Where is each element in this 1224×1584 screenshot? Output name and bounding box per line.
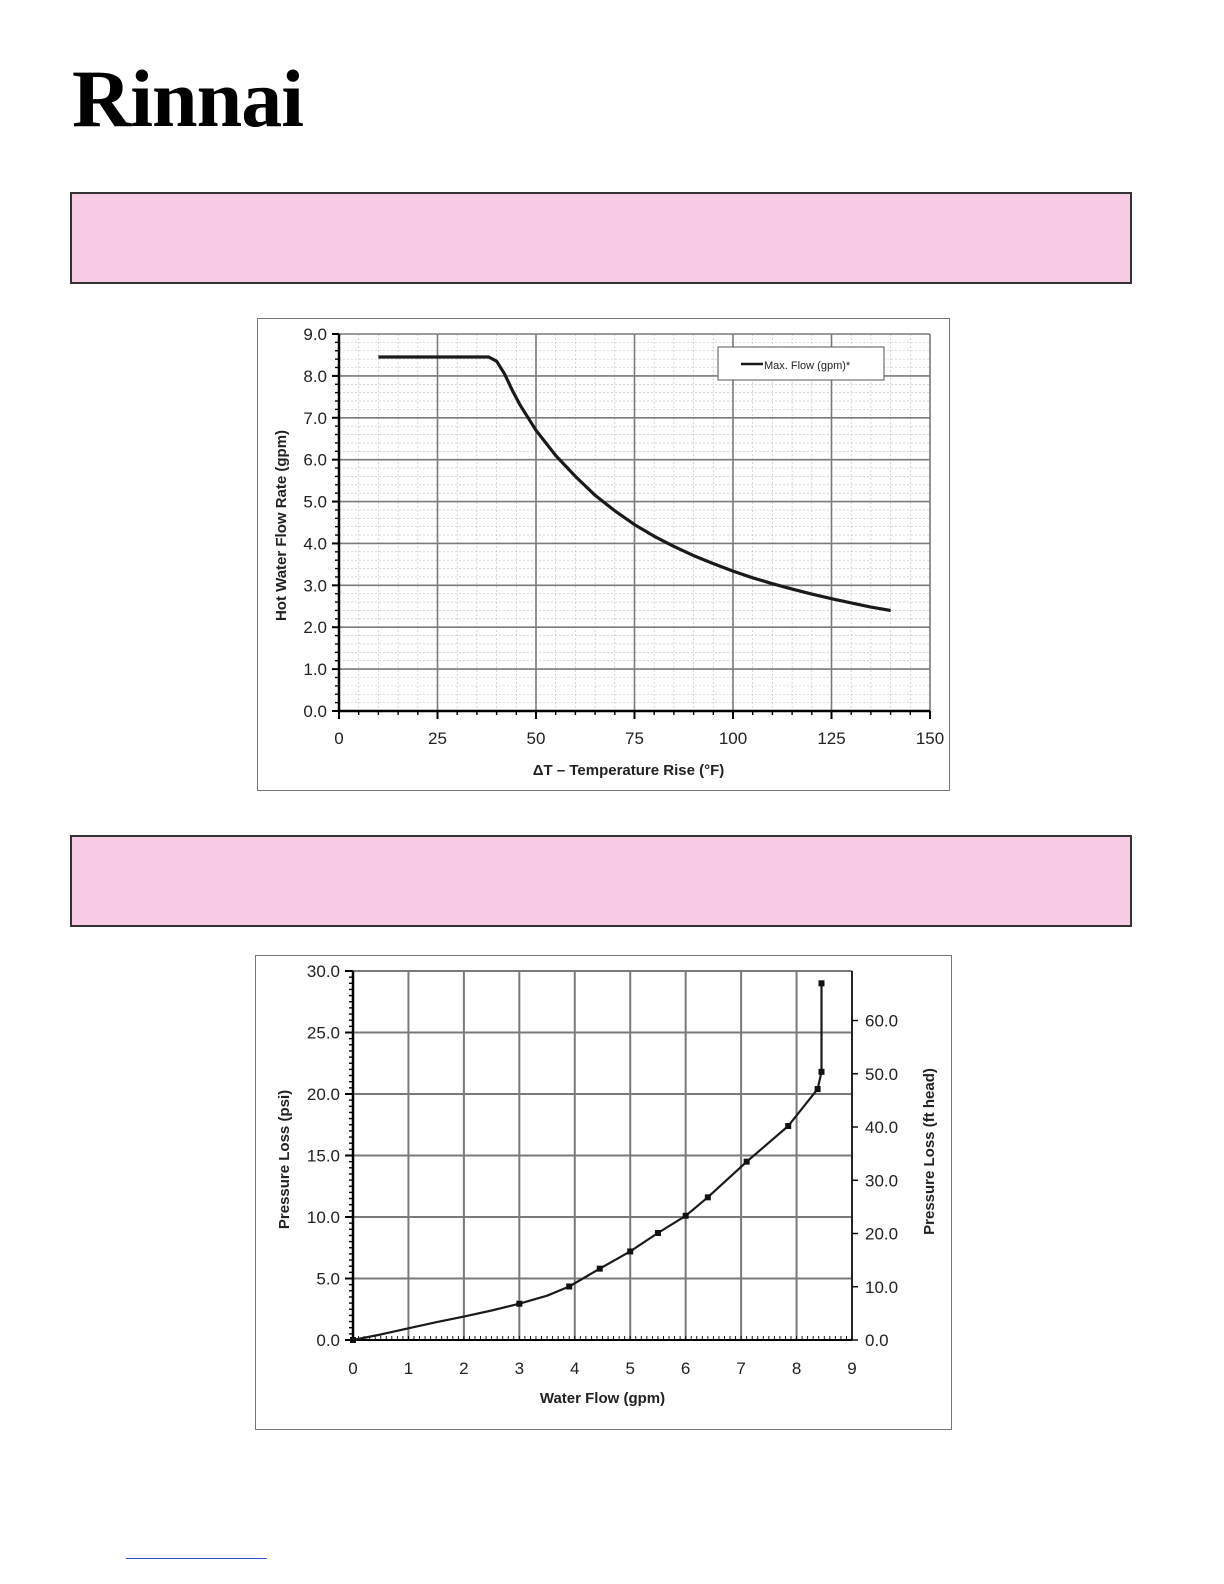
section-header-box-2 [70, 835, 1132, 927]
y-tick-label: 15.0 [307, 1147, 340, 1166]
series-line-max-flow [378, 355, 891, 613]
data-point-marker [818, 980, 825, 987]
series-line-pressure-loss [352, 983, 823, 1342]
y-tick-label: 9.0 [303, 325, 327, 344]
y-tick-label: 6.0 [303, 451, 327, 470]
y2-tick-label: 0.0 [865, 1331, 889, 1350]
data-point-marker [743, 1158, 750, 1165]
y-tick-label: 0.0 [316, 1331, 340, 1350]
data-point-marker [682, 1212, 689, 1219]
x-tick-label: 9 [847, 1359, 856, 1378]
pressure-loss-chart-frame: 0.0 5.0 10.0 15.0 20.0 25.0 30.0 0.0 10.0 20.0 30.… [255, 955, 952, 1430]
flow-rate-chart: 0.0 1.0 2.0 3.0 4.0 5.0 6.0 7.0 8.0 9.0 0 25 50 75 100… [273, 325, 944, 779]
x-tick-label: 75 [625, 729, 644, 748]
y2-tick-label: 40.0 [865, 1118, 898, 1137]
y-tick-label: 30.0 [307, 962, 340, 981]
y2-tick-label: 10.0 [865, 1278, 898, 1297]
y-tick-label: 10.0 [307, 1208, 340, 1227]
data-point-marker [627, 1248, 634, 1255]
x-tick-label: 3 [515, 1359, 524, 1378]
x-tick-label: 150 [916, 729, 944, 748]
data-point-marker [350, 1337, 356, 1343]
data-point-marker [814, 1086, 821, 1093]
data-point-marker [516, 1300, 523, 1307]
y2-axis-label: Pressure Loss (ft head) [921, 1068, 938, 1235]
x-axis-label: ΔT – Temperature Rise (°F) [533, 762, 725, 779]
y-tick-label: 5.0 [316, 1270, 340, 1289]
data-point-marker [818, 1068, 825, 1075]
y-axis-label: Hot Water Flow Rate (gpm) [273, 430, 290, 621]
data-point-marker [704, 1194, 711, 1201]
y2-tick-label: 20.0 [865, 1225, 898, 1244]
y2-tick-label: 30.0 [865, 1171, 898, 1190]
x-tick-label: 0 [334, 729, 343, 748]
flow-rate-chart-frame: 0.0 1.0 2.0 3.0 4.0 5.0 6.0 7.0 8.0 9.0 0 25 50 75 100… [257, 318, 950, 791]
y-tick-label: 3.0 [303, 576, 327, 595]
x-axis-label: Water Flow (gpm) [540, 1390, 665, 1407]
y-tick-label: 7.0 [303, 409, 327, 428]
data-point-marker [654, 1229, 661, 1236]
y-tick-label: 5.0 [303, 493, 327, 512]
x-tick-label: 8 [792, 1359, 801, 1378]
y-tick-label: 4.0 [303, 534, 327, 553]
y2-tick-label: 60.0 [865, 1012, 898, 1031]
x-tick-label: 25 [428, 729, 447, 748]
x-tick-label: 7 [736, 1359, 745, 1378]
x-tick-label: 0 [348, 1359, 357, 1378]
y-tick-label: 25.0 [307, 1024, 340, 1043]
rinnai-logo: Rinnai [72, 53, 304, 144]
x-tick-label: 6 [681, 1359, 690, 1378]
x-tick-label: 50 [527, 729, 546, 748]
data-point-marker [566, 1283, 573, 1290]
pressure-loss-chart: 0.0 5.0 10.0 15.0 20.0 25.0 30.0 0.0 10.0 20.0 30.… [276, 962, 938, 1407]
x-tick-label: 1 [404, 1359, 413, 1378]
y2-tick-label: 50.0 [865, 1065, 898, 1084]
y-tick-label: 8.0 [303, 367, 327, 386]
section-header-box-1 [70, 192, 1132, 284]
x-tick-label: 4 [570, 1359, 579, 1378]
y-tick-label: 1.0 [303, 660, 327, 679]
legend-label: Max. Flow (gpm)* [764, 360, 851, 372]
x-tick-label: 125 [817, 729, 845, 748]
x-tick-label: 100 [719, 729, 747, 748]
x-tick-label: 2 [459, 1359, 468, 1378]
y-axis-label: Pressure Loss (psi) [276, 1090, 293, 1229]
y-tick-label: 2.0 [303, 618, 327, 637]
data-point-marker [596, 1265, 603, 1272]
y-tick-label: 0.0 [303, 702, 327, 721]
x-tick-label: 5 [625, 1359, 634, 1378]
y-tick-label: 20.0 [307, 1085, 340, 1104]
footer-link-rule [126, 1558, 267, 1559]
data-point-marker [785, 1122, 792, 1129]
